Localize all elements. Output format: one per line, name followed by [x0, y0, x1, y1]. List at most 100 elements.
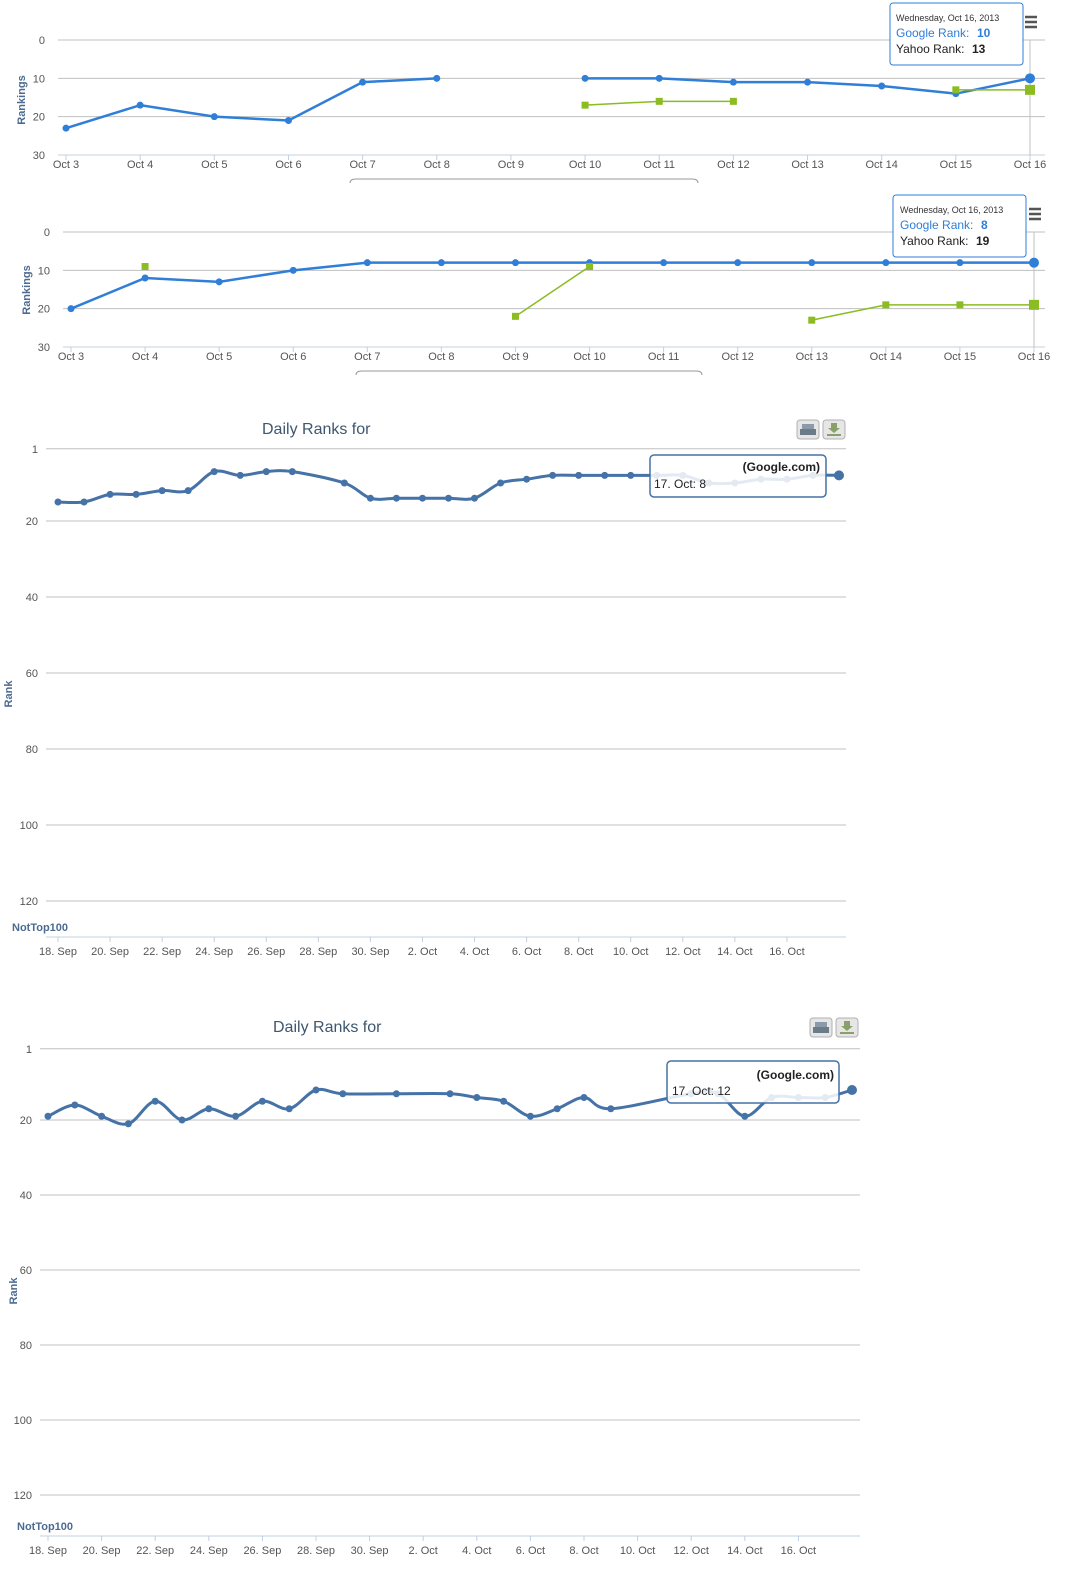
data-point — [71, 1101, 79, 1109]
x-tick-label: Oct 3 — [58, 351, 84, 363]
google-point — [437, 259, 445, 267]
x-tick-label: Oct 13 — [791, 159, 823, 171]
data-point — [205, 1105, 213, 1113]
y-tick-label: 0 — [39, 35, 45, 47]
printer-icon[interactable] — [813, 1022, 829, 1033]
data-point — [178, 1116, 186, 1124]
data-point — [418, 494, 426, 502]
x-axis-ticks: Oct 3 Oct 4 Oct 5 Oct 6 Oct 7 Oct 8 Oct 9 Oct 1… — [58, 351, 1050, 363]
google-point — [581, 74, 589, 82]
grid-lines — [46, 448, 846, 942]
data-point — [106, 490, 114, 498]
x-tick-label: 24. Sep — [195, 946, 233, 958]
data-point — [262, 468, 270, 476]
y-tick-label: 100 — [14, 1415, 32, 1427]
tooltip: Wednesday, Oct 16, 2013 Google Rank: 8 Y… — [892, 194, 1027, 258]
data-point — [523, 475, 531, 483]
download-button[interactable] — [835, 1017, 859, 1038]
chart-menu-button[interactable] — [1024, 14, 1038, 29]
google-point — [136, 101, 144, 109]
yahoo-point — [956, 301, 964, 309]
x-tick-label: 12. Oct — [665, 946, 700, 958]
series-line-google — [65, 77, 437, 130]
y-tick-label-nottop100: NotTop100 — [17, 1521, 73, 1533]
daily-ranks-chart-1: Daily Ranks for 120406080100120NotTop100… — [3, 419, 846, 958]
x-tick-label: Oct 15 — [940, 159, 972, 171]
y-axis-title: Rank — [3, 680, 15, 708]
y-axis-ticks: 0 10 20 30 — [33, 35, 45, 162]
x-tick-label: Oct 9 — [498, 159, 524, 171]
y-tick-label: 20 — [20, 1115, 32, 1127]
tooltip: (Google.com) 17. Oct: 12 — [666, 1060, 840, 1104]
data-point — [258, 1097, 266, 1105]
x-tick-label: Oct 8 — [424, 159, 450, 171]
tooltip-yahoo-value: 19 — [976, 234, 990, 248]
x-tick-label: Oct 11 — [643, 159, 675, 171]
daily-ranks-chart-2: Daily Ranks for 120406080100120NotTop100… — [8, 1017, 860, 1557]
google-point — [67, 305, 75, 313]
data-point — [288, 468, 296, 476]
y-tick-label: 30 — [38, 342, 50, 354]
x-tick-label: 4. Oct — [462, 1545, 491, 1557]
download-icon[interactable] — [840, 1021, 854, 1034]
y-axis-title: Rank — [8, 1277, 20, 1305]
yahoo-point — [1025, 84, 1035, 95]
google-point — [660, 259, 668, 267]
x-tick-label: Oct 12 — [717, 159, 749, 171]
navigator-scrollbar[interactable] — [349, 178, 699, 184]
y-tick-label: 20 — [33, 112, 45, 124]
chart-title: Daily Ranks for — [273, 1019, 382, 1036]
download-icon[interactable] — [827, 423, 841, 436]
x-tick-label: Oct 3 — [53, 159, 79, 171]
x-tick-label: 18. Sep — [39, 946, 77, 958]
x-axis-ticks: 18. Sep 20. Sep 22. Sep 24. Sep 26. Sep 28. S… — [39, 946, 805, 958]
x-tick-label: 6. Oct — [516, 1545, 545, 1557]
data-point — [210, 468, 218, 476]
tooltip-series: (Google.com) — [757, 1068, 834, 1082]
y-tick-label: 60 — [20, 1265, 32, 1277]
chart-title: Daily Ranks for — [262, 421, 371, 438]
print-button[interactable] — [809, 1017, 833, 1038]
print-button[interactable] — [796, 419, 820, 440]
x-tick-label: 26. Sep — [243, 1545, 281, 1557]
yahoo-point — [511, 312, 519, 320]
data-point — [741, 1112, 749, 1120]
y-tick-label: 20 — [38, 304, 50, 316]
y-axis-ticks: 0 10 20 30 — [38, 227, 50, 354]
data-point — [392, 494, 400, 502]
x-axis-ticks: Oct 3 Oct 4 Oct 5 Oct 6 Oct 7 Oct 8 Oct 9 Oct 1… — [53, 159, 1046, 171]
x-tick-label: Oct 9 — [502, 351, 528, 363]
download-button[interactable] — [822, 419, 846, 440]
data-point — [446, 1090, 454, 1098]
data-point — [366, 494, 374, 502]
series-line-google — [70, 261, 1034, 310]
chart-menu-button[interactable] — [1028, 206, 1042, 221]
data-point — [549, 471, 557, 479]
google-point — [808, 259, 816, 267]
tooltip-google-label: Google Rank: — [896, 26, 969, 40]
data-point — [553, 1105, 561, 1113]
y-axis-title: Rankings — [21, 265, 33, 315]
x-tick-label: 28. Sep — [299, 946, 337, 958]
x-tick-label: 16. Oct — [769, 946, 804, 958]
yahoo-point — [586, 263, 594, 270]
x-tick-label: 14. Oct — [727, 1545, 762, 1557]
data-point — [580, 1094, 588, 1101]
y-tick-label: 10 — [33, 73, 45, 85]
google-point — [804, 78, 812, 86]
x-tick-label: Oct 7 — [354, 351, 380, 363]
series-group — [62, 73, 1035, 132]
x-tick-label: Oct 16 — [1014, 159, 1046, 171]
grid-lines — [63, 231, 1045, 352]
x-tick-label: 4. Oct — [460, 946, 489, 958]
x-tick-label: Oct 16 — [1018, 351, 1050, 363]
printer-icon[interactable] — [800, 424, 816, 435]
navigator-scrollbar[interactable] — [355, 370, 703, 376]
x-tick-label: Oct 14 — [870, 351, 902, 363]
x-tick-label: Oct 13 — [796, 351, 828, 363]
data-point — [575, 471, 583, 479]
x-tick-label: 30. Sep — [351, 1545, 389, 1557]
x-tick-label: 16. Oct — [781, 1545, 816, 1557]
